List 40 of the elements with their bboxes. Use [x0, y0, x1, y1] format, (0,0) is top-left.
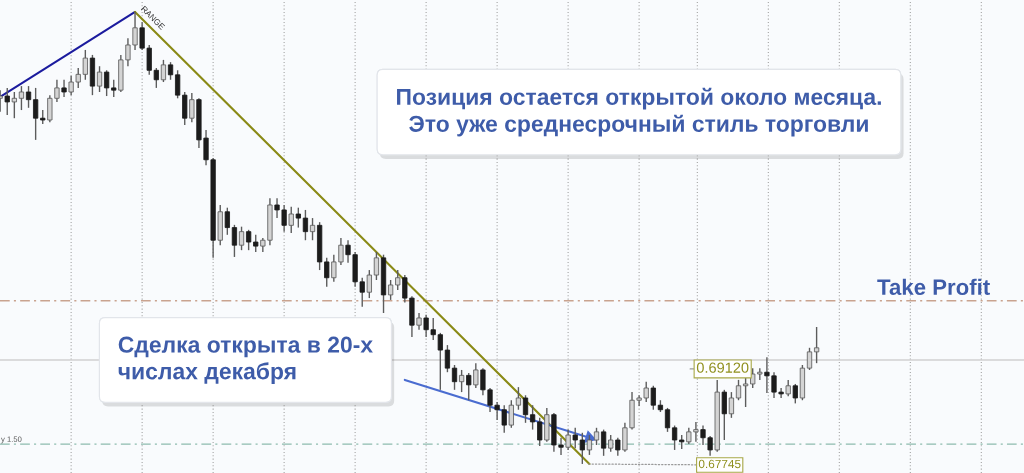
- candlestick: [104, 69, 110, 97]
- candlestick: [515, 386, 522, 411]
- annotation: 0.69120: [696, 362, 749, 373]
- candlestick: [742, 376, 749, 408]
- candlestick: [366, 269, 372, 299]
- candlestick: [565, 428, 571, 451]
- candlestick: [11, 91, 17, 119]
- candlestick: [586, 434, 593, 456]
- candlestick: [25, 85, 32, 109]
- candlestick: [238, 225, 245, 251]
- candlestick: [189, 92, 195, 123]
- annotation: 0.67745: [698, 459, 741, 469]
- candlestick: [508, 399, 514, 429]
- candlestick: [530, 404, 536, 431]
- candlestick: [459, 369, 465, 393]
- candlestick: [522, 394, 529, 424]
- annotation: Позиция остается открытой около месяца. Это уже среднесрочный стиль торговли: [397, 87, 881, 137]
- candlestick: [388, 279, 394, 301]
- ref-line-label: Take Profit: [877, 278, 990, 296]
- candlestick: [395, 269, 401, 291]
- candlestick: [33, 87, 39, 141]
- candlestick: [601, 428, 607, 457]
- candlestick: [302, 209, 309, 241]
- candlestick: [288, 206, 294, 234]
- candlestick: [96, 65, 103, 93]
- candlestick: [444, 344, 451, 373]
- annotation: Сделка открыта в 20-х числах декабря: [118, 336, 373, 384]
- candlestick: [160, 59, 167, 83]
- candlestick: [175, 69, 181, 100]
- candlestick: [18, 85, 25, 111]
- candlestick: [664, 407, 671, 433]
- candlestick: [373, 251, 380, 281]
- candlestick: [671, 424, 678, 451]
- candlestick: [246, 229, 252, 251]
- candlestick: [473, 362, 479, 389]
- candlestick: [231, 224, 238, 258]
- candlestick: [309, 217, 316, 241]
- candlestick: [451, 364, 458, 391]
- candlestick: [735, 379, 742, 401]
- candlestick: [728, 391, 735, 419]
